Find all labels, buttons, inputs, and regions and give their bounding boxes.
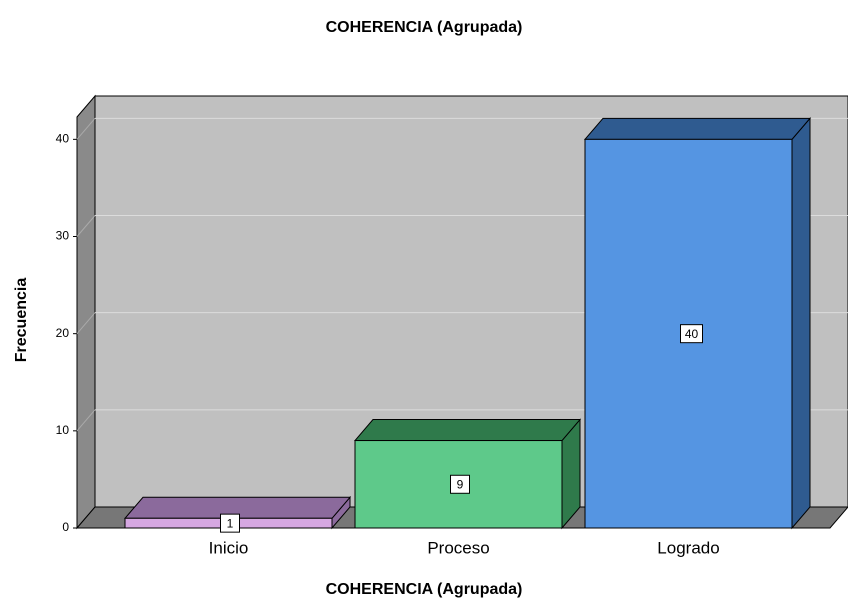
grid-line xyxy=(76,312,96,334)
value-label: 40 xyxy=(685,327,699,341)
value-label: 9 xyxy=(457,477,464,491)
left-wall xyxy=(76,94,96,530)
chart-title: COHERENCIA (Agrupada) xyxy=(326,19,523,36)
x-tick-label: Inicio xyxy=(209,538,249,557)
y-tick-label: 20 xyxy=(56,326,70,340)
y-axis-title: Frecuencia xyxy=(13,278,30,363)
y-tick-label: 0 xyxy=(62,520,69,534)
bar-top xyxy=(583,117,812,140)
bar-top xyxy=(353,419,582,442)
bar-side xyxy=(791,116,811,530)
value-label: 1 xyxy=(227,516,234,530)
x-tick-label: Proceso xyxy=(427,538,489,557)
y-tick-label: 30 xyxy=(56,229,70,243)
grid-line xyxy=(76,215,96,237)
value-label-box xyxy=(450,474,470,494)
y-tick-label: 10 xyxy=(56,423,70,437)
value-label-box xyxy=(220,513,240,533)
x-axis-title: COHERENCIA (Agrupada) xyxy=(326,581,523,598)
grid-line xyxy=(76,118,96,140)
x-tick-label: Logrado xyxy=(657,538,719,557)
value-label-box xyxy=(680,324,703,344)
y-tick-label: 40 xyxy=(56,132,70,146)
grid-line xyxy=(76,409,96,432)
